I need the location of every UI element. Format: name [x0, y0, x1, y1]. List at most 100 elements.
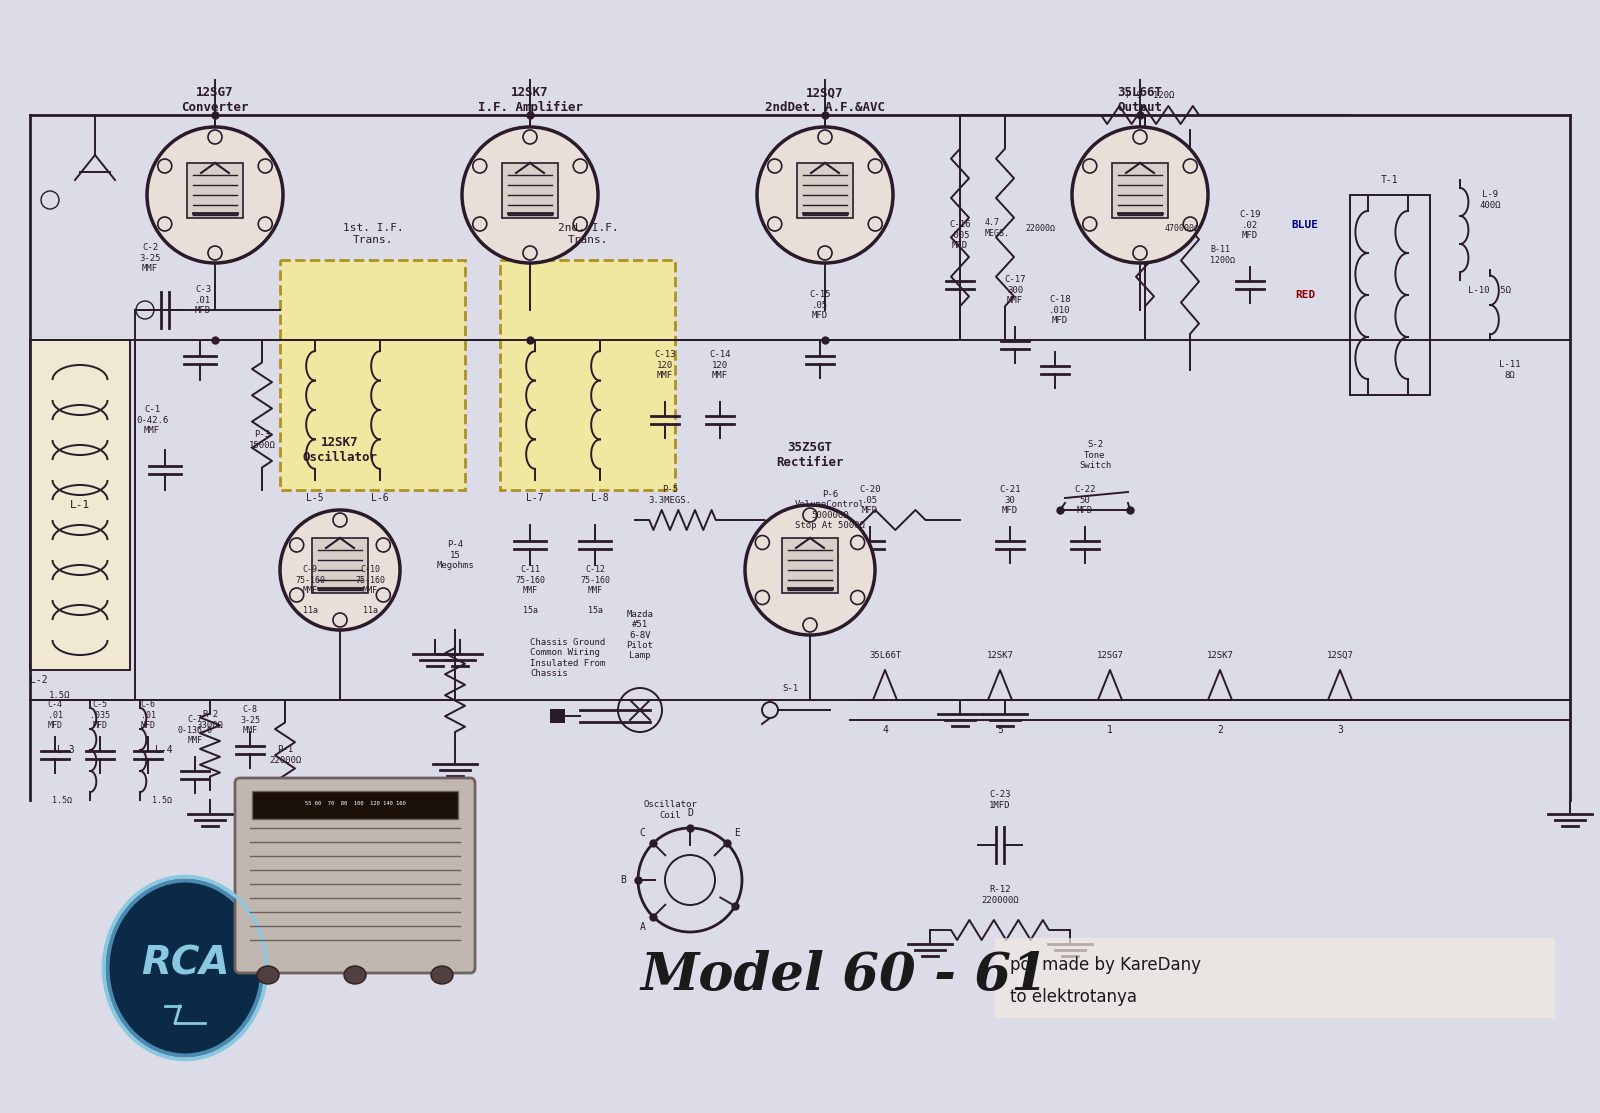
- Circle shape: [851, 535, 864, 550]
- Text: 11a: 11a: [363, 605, 378, 614]
- Circle shape: [1083, 217, 1096, 232]
- Ellipse shape: [344, 966, 366, 984]
- Text: L-11
8Ω: L-11 8Ω: [1499, 361, 1520, 380]
- Text: L-4: L-4: [155, 745, 173, 755]
- Circle shape: [290, 588, 304, 602]
- Text: C-1
0-42.6
MMF: C-1 0-42.6 MMF: [136, 405, 168, 435]
- Circle shape: [523, 130, 538, 144]
- Text: C-2
3-25
MMF: C-2 3-25 MMF: [139, 243, 160, 273]
- Text: Oscillator
Coil: Oscillator Coil: [643, 800, 698, 819]
- Text: S-1: S-1: [782, 683, 798, 692]
- Circle shape: [1184, 159, 1197, 173]
- Text: P-5
3.3MEGS.: P-5 3.3MEGS.: [648, 485, 691, 504]
- Text: R-12
220000Ω: R-12 220000Ω: [981, 885, 1019, 905]
- Circle shape: [1133, 246, 1147, 260]
- Text: 35L66T
Output: 35L66T Output: [1117, 86, 1163, 114]
- Text: 12SK7
I.F. Amplifier: 12SK7 I.F. Amplifier: [477, 86, 582, 114]
- Text: pdf made by KareDany: pdf made by KareDany: [1010, 956, 1202, 974]
- Text: L-6: L-6: [371, 493, 389, 503]
- Text: B: B: [621, 875, 626, 885]
- Text: 12SK7: 12SK7: [1206, 650, 1234, 660]
- Text: 5: 5: [997, 725, 1003, 735]
- Text: 35L66T: 35L66T: [869, 650, 901, 660]
- Text: 55 60  70  80  100  120 140 160: 55 60 70 80 100 120 140 160: [304, 801, 405, 806]
- Text: P-3
1500Ω: P-3 1500Ω: [248, 431, 275, 450]
- Text: C-13
120
MMF: C-13 120 MMF: [654, 351, 675, 380]
- Text: 15a: 15a: [587, 605, 603, 614]
- Circle shape: [290, 538, 304, 552]
- Circle shape: [472, 217, 486, 232]
- Text: 470000Ω: 470000Ω: [1165, 224, 1200, 233]
- Text: L-3: L-3: [58, 745, 75, 755]
- FancyBboxPatch shape: [501, 260, 675, 490]
- Text: 1: 1: [1107, 725, 1114, 735]
- Circle shape: [472, 159, 486, 173]
- Text: 12SG7
Converter: 12SG7 Converter: [181, 86, 248, 114]
- Text: P-6
VolumeControl
500000Ω
Stop At 5000Ω: P-6 VolumeControl 500000Ω Stop At 5000Ω: [795, 490, 866, 530]
- Text: 1.5Ω: 1.5Ω: [53, 796, 72, 805]
- Circle shape: [818, 246, 832, 260]
- Bar: [797, 162, 853, 218]
- Text: 11a: 11a: [302, 605, 317, 614]
- Text: L-7: L-7: [526, 493, 544, 503]
- Text: C-12
75-160
MMF: C-12 75-160 MMF: [581, 565, 610, 595]
- Text: L-2: L-2: [30, 674, 48, 684]
- Circle shape: [376, 538, 390, 552]
- Text: C-10
75-160
MMF: C-10 75-160 MMF: [355, 565, 386, 595]
- Circle shape: [1072, 127, 1208, 263]
- Ellipse shape: [430, 966, 453, 984]
- Bar: [30, 339, 130, 670]
- FancyBboxPatch shape: [280, 260, 466, 490]
- Text: C-19
.02
MFD: C-19 .02 MFD: [1240, 210, 1261, 240]
- Circle shape: [462, 127, 598, 263]
- Circle shape: [803, 618, 818, 632]
- Text: C-4
.01
MFD: C-4 .01 MFD: [48, 700, 62, 730]
- Text: C-8
3-25
MMF: C-8 3-25 MMF: [240, 706, 261, 735]
- Circle shape: [158, 159, 171, 173]
- Bar: [995, 938, 1555, 1018]
- Text: Chassis Ground
Common Wiring
Insulated From
Chassis: Chassis Ground Common Wiring Insulated F…: [530, 638, 605, 678]
- Text: C-7
0-136.6
MMF: C-7 0-136.6 MMF: [178, 715, 213, 745]
- Bar: [502, 162, 558, 218]
- Text: 2: 2: [1218, 725, 1222, 735]
- Circle shape: [755, 591, 770, 604]
- Text: P-4
15
Megohms: P-4 15 Megohms: [437, 540, 474, 570]
- Text: C-6
.01
MFD: C-6 .01 MFD: [141, 700, 155, 730]
- Circle shape: [757, 127, 893, 263]
- Text: 12SQ7: 12SQ7: [1326, 650, 1354, 660]
- Ellipse shape: [258, 966, 278, 984]
- Bar: [187, 162, 243, 218]
- Text: C-20
.05
MFD: C-20 .05 MFD: [859, 485, 880, 515]
- Circle shape: [851, 591, 864, 604]
- Text: C-3
.01
MFD: C-3 .01 MFD: [195, 285, 211, 315]
- Text: BLUE: BLUE: [1291, 220, 1318, 230]
- Text: 35Z5GT
Rectifier: 35Z5GT Rectifier: [776, 441, 843, 469]
- Text: C-5
.035
MFD: C-5 .035 MFD: [90, 700, 110, 730]
- Circle shape: [333, 613, 347, 627]
- Text: L-5: L-5: [306, 493, 323, 503]
- Text: 2nd. I.F.
Trans.: 2nd. I.F. Trans.: [558, 224, 618, 245]
- Text: 4: 4: [882, 725, 888, 735]
- Circle shape: [768, 159, 782, 173]
- Text: L-1: L-1: [70, 500, 90, 510]
- Text: R-2
3300Ω: R-2 3300Ω: [197, 710, 224, 730]
- Bar: [312, 538, 368, 593]
- Circle shape: [158, 217, 171, 232]
- Text: 1st. I.F.
Trans.: 1st. I.F. Trans.: [342, 224, 403, 245]
- Text: C-16
.005
MFD: C-16 .005 MFD: [949, 220, 971, 250]
- Text: 15a: 15a: [523, 605, 538, 614]
- Circle shape: [755, 535, 770, 550]
- Text: 12SG7: 12SG7: [1096, 650, 1123, 660]
- Circle shape: [573, 159, 587, 173]
- Text: 12SK7: 12SK7: [987, 650, 1013, 660]
- Text: C-14
120
MMF: C-14 120 MMF: [709, 351, 731, 380]
- Text: L-10  5Ω: L-10 5Ω: [1469, 286, 1512, 295]
- Circle shape: [1133, 130, 1147, 144]
- Bar: [1112, 162, 1168, 218]
- Circle shape: [208, 130, 222, 144]
- Text: P-1
22000Ω: P-1 22000Ω: [269, 746, 301, 765]
- Circle shape: [869, 217, 882, 232]
- Text: RCA: RCA: [141, 944, 229, 982]
- Text: D: D: [686, 808, 693, 818]
- Text: L-8: L-8: [590, 493, 610, 503]
